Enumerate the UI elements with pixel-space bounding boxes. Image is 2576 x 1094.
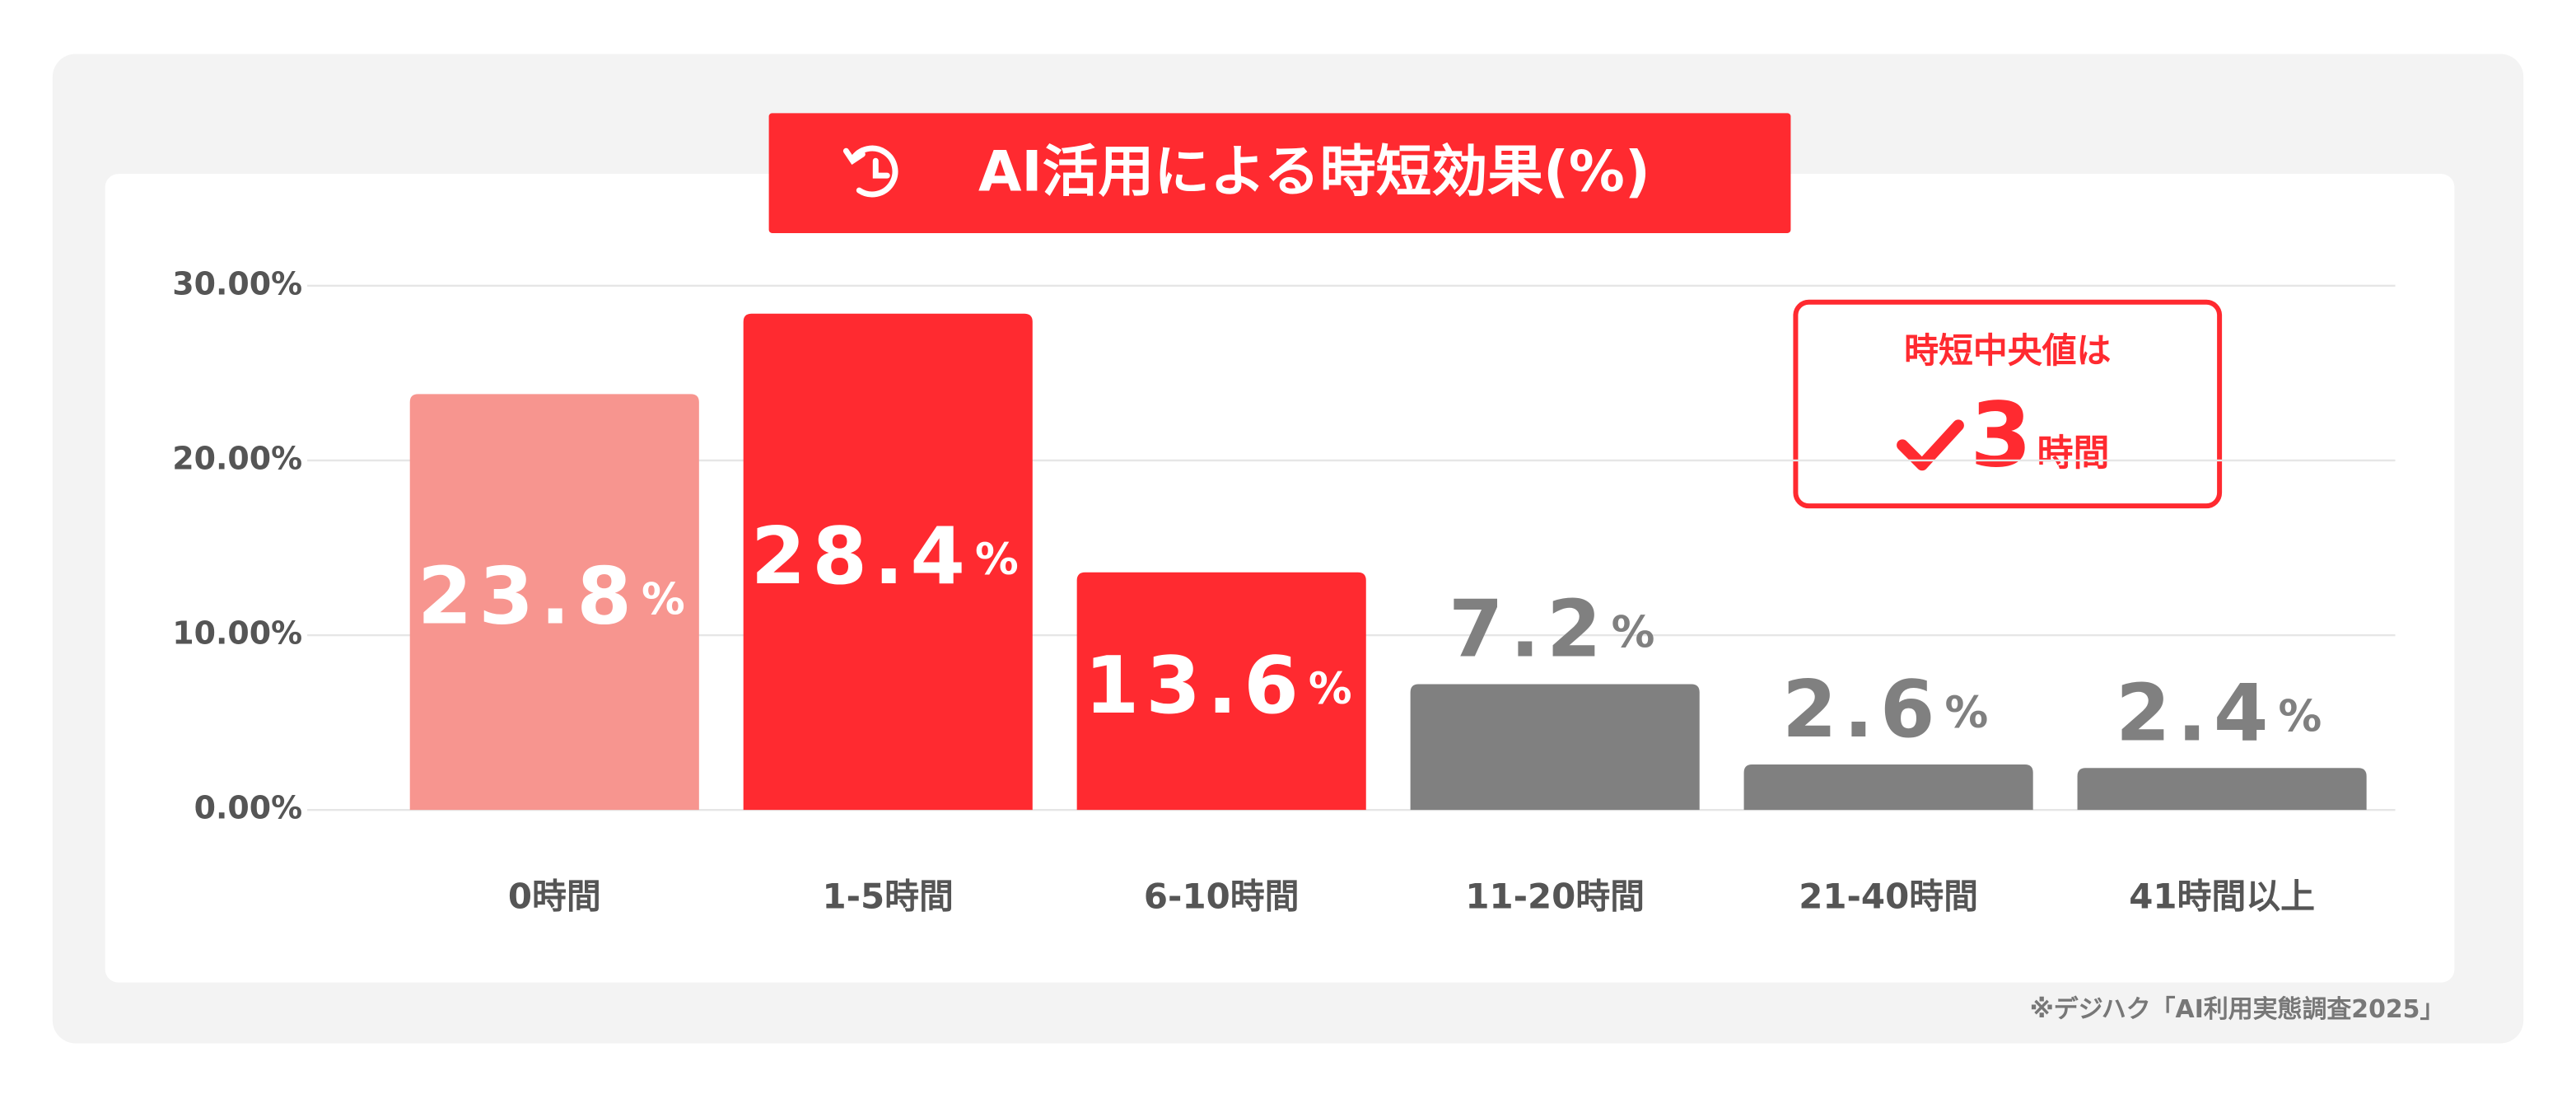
x-tick-label: 41時間以上 [2129,876,2315,916]
x-tick-label: 21-40時間 [1799,876,1978,916]
value-label: 23.8% [418,550,692,643]
title-box [768,113,1791,233]
x-tick-label: 1-5時間 [823,876,954,916]
x-tick-label: 6-10時間 [1144,876,1300,916]
y-tick-label: 30.00% [172,265,302,302]
y-tick-label: 20.00% [172,440,302,476]
x-tick-label: 0時間 [508,876,601,916]
bar [743,313,1033,811]
annotation-heading: 時短中央値は [1904,330,2111,371]
bar [1076,572,1366,811]
y-tick-label: 10.00% [172,615,302,652]
bar [1410,684,1700,811]
bar [1743,764,2033,811]
value-label: 2.4% [2116,667,2328,760]
value-label: 13.6% [1085,639,1359,732]
clock-icon [842,145,898,198]
bar [2077,768,2367,811]
value-label: 7.2% [1449,583,1661,676]
x-tick-label: 11-20時間 [1465,876,1645,916]
chart-title: AI活用による時短効果(%) [978,139,1650,204]
y-tick-label: 0.00% [194,790,302,826]
annotation-number: 3 [1970,385,2032,488]
value-label: 28.4% [751,510,1025,602]
bar [409,394,699,811]
source-note: ※デジハク「AI利用実態調査2025」 [2030,995,2445,1024]
value-label: 2.6% [1782,664,1995,756]
annotation-box [1793,299,2223,509]
check-icon [1897,419,1964,471]
annotation-unit: 時間 [2037,432,2110,474]
